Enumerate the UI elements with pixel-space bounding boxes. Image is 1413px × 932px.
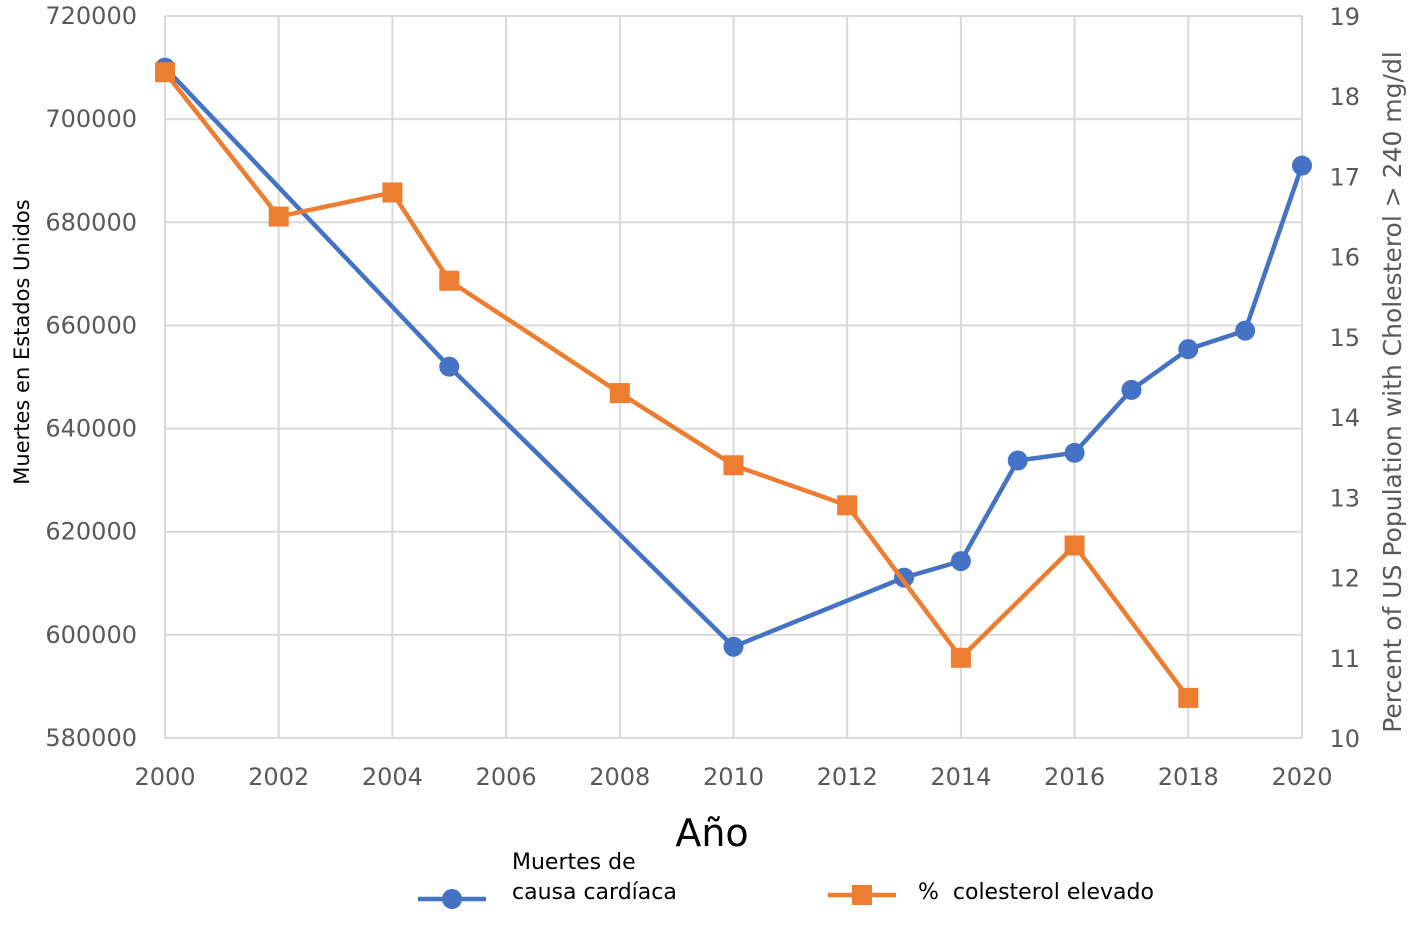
y-axis-left: 580000 600000 620000 640000 660000 680000 7000… [45,2,137,752]
y-tick-label: 720000 [45,2,137,30]
data-point [609,383,630,404]
x-tick-label: 2008 [589,763,650,791]
data-point [155,62,175,83]
y-tick-label: 680000 [45,208,137,236]
plot-area [155,57,1312,708]
y2-tick-label: 17 [1329,163,1360,191]
y2-tick-label: 13 [1329,484,1360,512]
y-tick-label: 700000 [45,105,137,133]
y-axis-title-left: Muertes en Estados Unidos [10,199,34,484]
data-point [268,206,289,227]
data-point [723,455,744,476]
x-axis: 2000 2002 2004 2006 2008 2010 2012 2014 2016 2018… [134,763,1332,791]
data-point [1178,687,1199,708]
y-tick-label: 660000 [45,311,137,339]
x-tick-label: 2004 [362,763,423,791]
data-point [382,182,403,203]
y-tick-label: 640000 [45,415,137,443]
legend: Muertes de causa cardíaca % colesterol ele… [418,850,1154,909]
y2-tick-label: 11 [1329,645,1360,673]
x-axis-title: Año [675,811,748,855]
y-tick-label: 580000 [45,724,137,752]
y2-tick-label: 18 [1329,83,1360,111]
x-tick-label: 2014 [930,763,991,791]
y2-tick-label: 10 [1329,725,1360,753]
legend-marker-cholesterol [852,885,872,905]
y-tick-label: 600000 [45,621,137,649]
data-point [1007,450,1028,471]
x-tick-label: 2016 [1044,763,1105,791]
grid [164,15,1303,739]
data-point [1178,339,1199,360]
data-point [439,356,460,377]
y2-tick-label: 14 [1329,404,1360,432]
legend-label-deaths: Muertes de [512,850,636,875]
data-point [439,270,460,291]
data-point [950,551,971,572]
y2-tick-label: 12 [1329,565,1360,593]
data-point [1121,379,1142,400]
legend-label-cholesterol: % colesterol elevado [918,880,1154,905]
x-tick-label: 2006 [476,763,537,791]
legend-label-deaths: causa cardíaca [512,880,677,905]
y-axis-right: 10 11 12 13 14 15 16 17 18 19 [1329,3,1360,753]
y-tick-label: 620000 [45,518,137,546]
x-tick-label: 2002 [248,763,309,791]
x-tick-label: 2010 [703,763,764,791]
data-point [950,647,971,668]
x-tick-label: 2020 [1271,763,1332,791]
y2-tick-label: 15 [1329,324,1360,352]
y2-tick-label: 16 [1329,244,1360,272]
x-tick-label: 2018 [1158,763,1219,791]
data-point [1064,442,1085,463]
y2-tick-label: 19 [1329,3,1360,31]
data-point [1064,535,1085,556]
x-tick-label: 2012 [817,763,878,791]
data-point [1292,155,1312,176]
y-axis-title-right: Percent of US Population with Cholestero… [1378,51,1407,733]
data-point [723,636,744,657]
data-point [1235,320,1256,341]
legend-marker-deaths [442,889,462,909]
x-tick-label: 2000 [134,763,195,791]
series-line-1 [163,70,1191,700]
data-point [837,495,858,516]
